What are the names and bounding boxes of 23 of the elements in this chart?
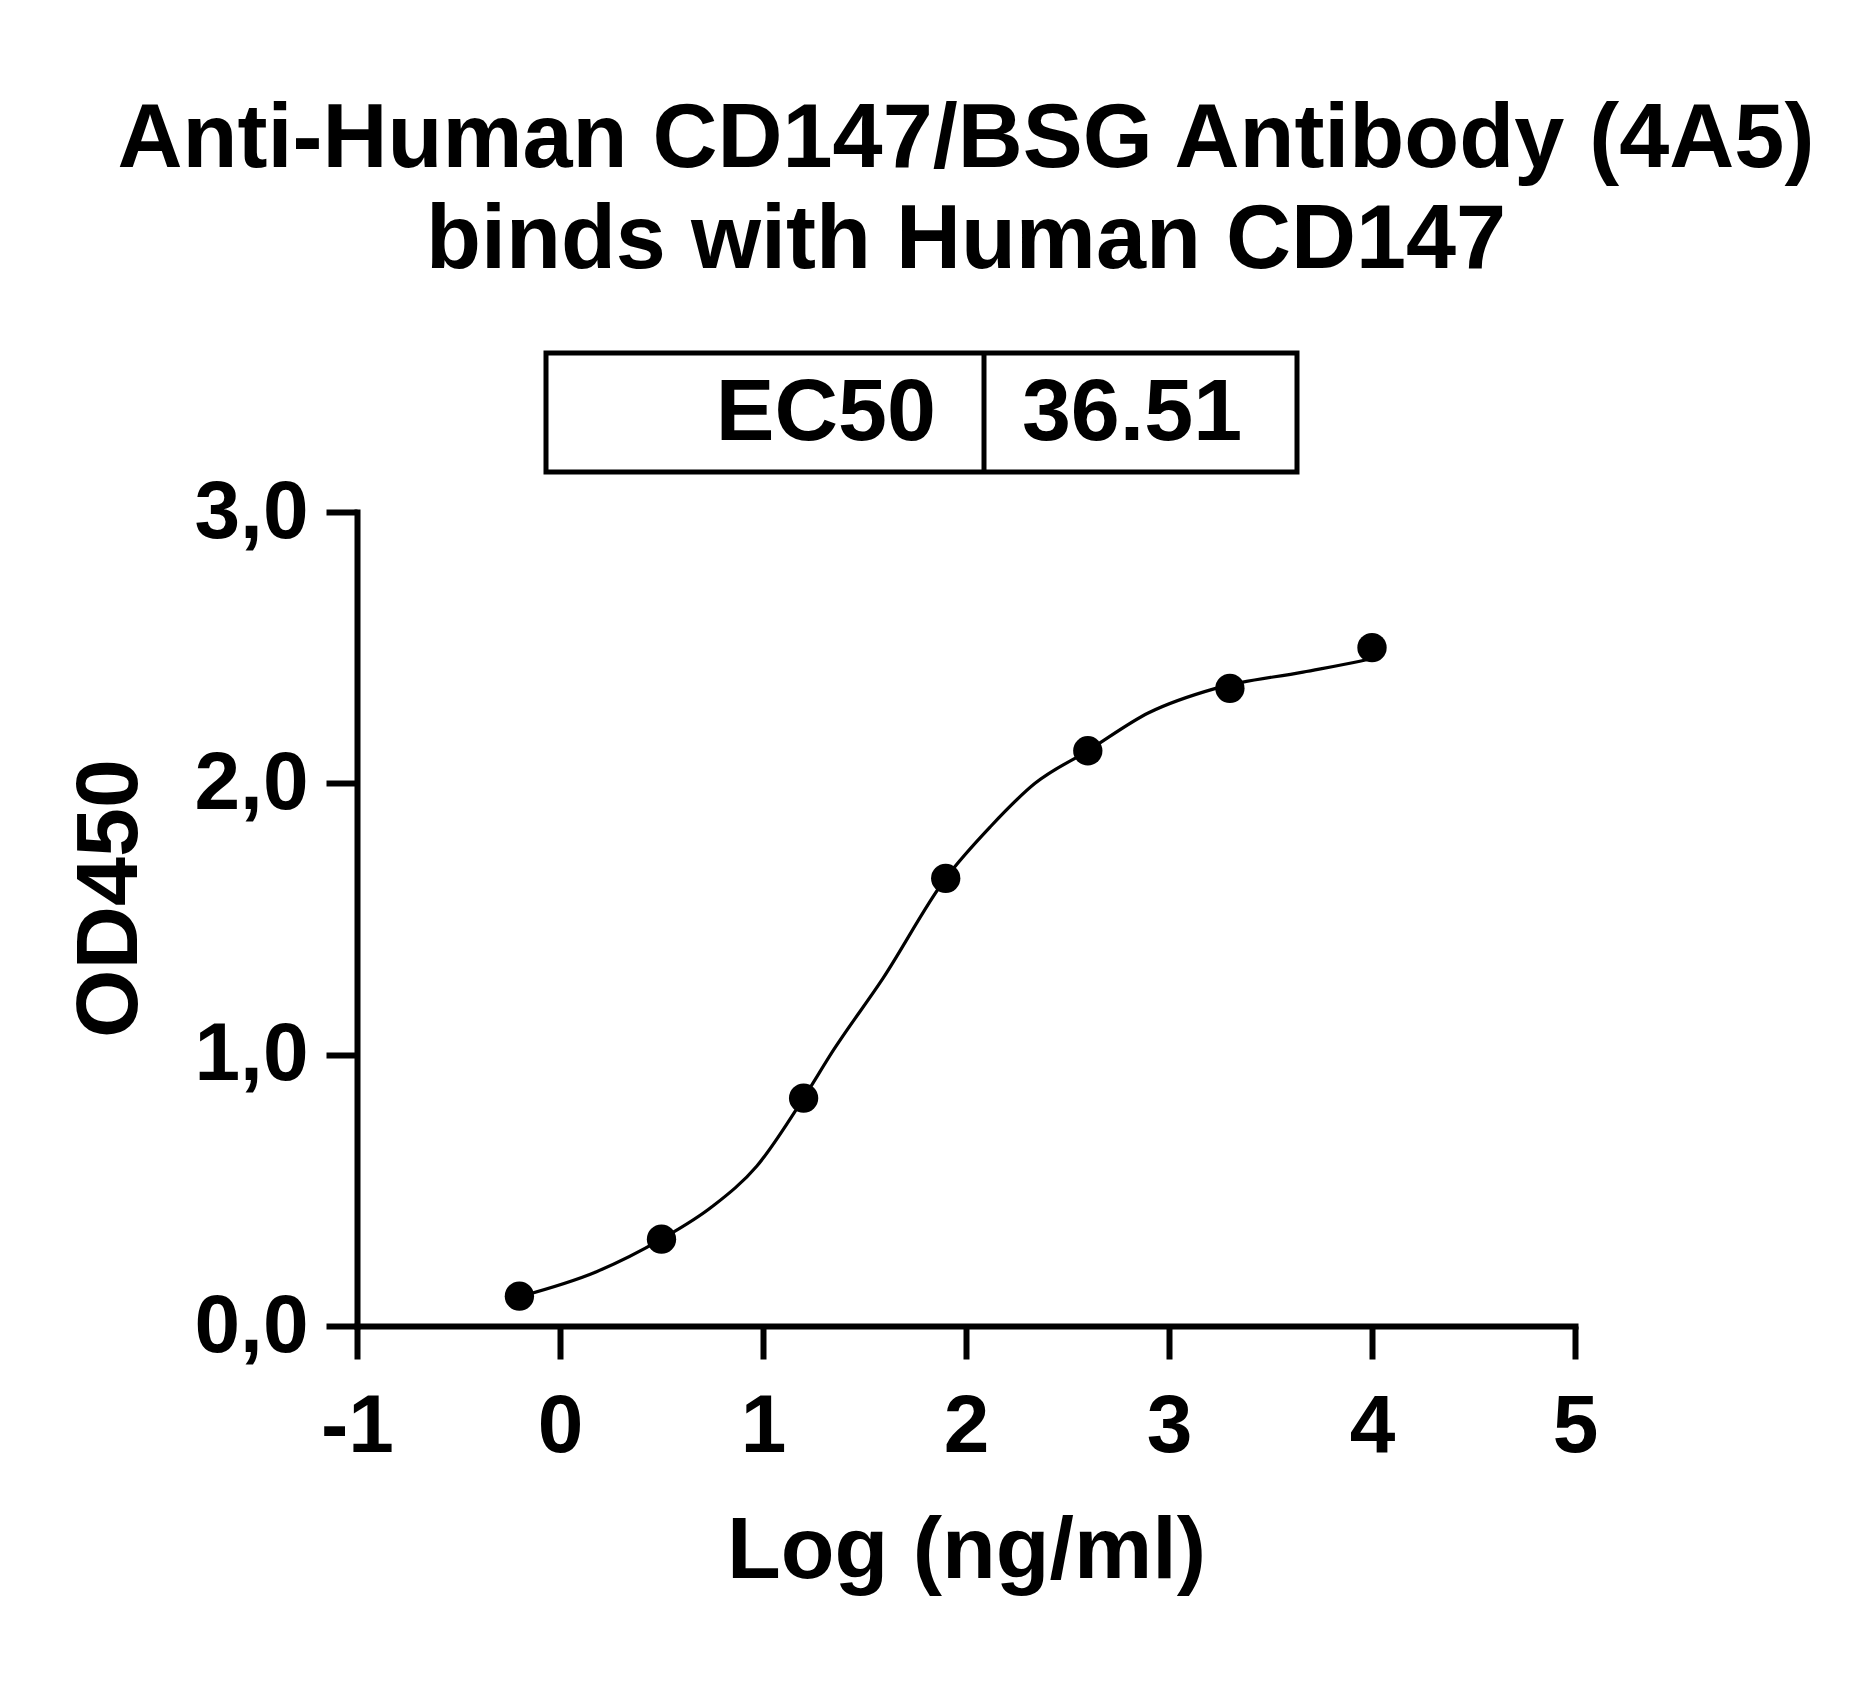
point <box>646 1224 677 1254</box>
text: 36.51 <box>1021 360 1243 459</box>
x-tick-label: 2 <box>943 1377 990 1469</box>
text: EC50 <box>715 360 936 459</box>
y-tick-label: 1,0 <box>194 1006 309 1098</box>
point <box>931 863 961 893</box>
x-tick-label: -1 <box>321 1377 394 1469</box>
x-tick-label: 4 <box>1349 1377 1396 1469</box>
chart-title: Anti-Human CD147/BSG Antibody (4A5) binds with Human CD147 <box>117 85 1815 287</box>
y-tick-label: 3,0 <box>194 463 309 555</box>
y-tick-label: 2,0 <box>194 734 309 826</box>
point <box>504 1281 535 1311</box>
x-tick-label: 5 <box>1552 1377 1599 1469</box>
point <box>1215 673 1245 703</box>
x-tick-label: 1 <box>740 1377 787 1469</box>
x-tick-label: 0 <box>537 1377 584 1469</box>
y-tick-label: 0,0 <box>194 1277 309 1369</box>
y-axis-title: OD450 <box>56 759 156 1038</box>
point <box>788 1083 819 1113</box>
x-tick-label: 3 <box>1146 1377 1193 1469</box>
x-axis-title: Log (ng/ml) <box>727 1497 1206 1597</box>
point <box>1073 736 1103 766</box>
point <box>1357 633 1387 663</box>
